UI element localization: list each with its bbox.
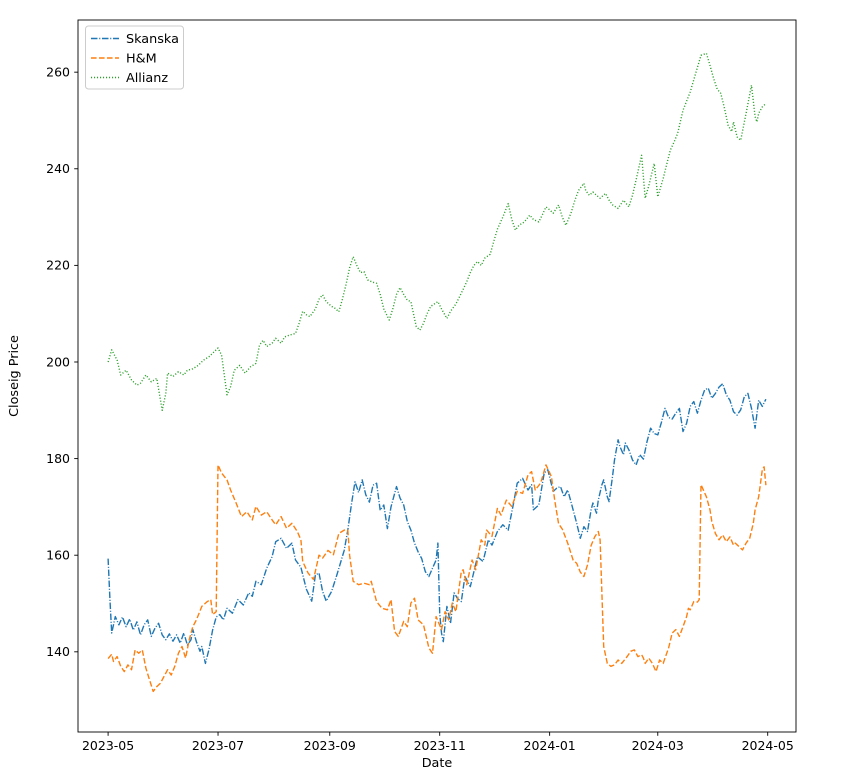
x-tick-label: 2024-01 bbox=[524, 738, 576, 753]
series-line-allianz bbox=[107, 52, 767, 411]
y-tick-label: 180 bbox=[46, 451, 70, 466]
y-tick-label: 200 bbox=[46, 354, 70, 369]
legend-label: Allianz bbox=[126, 71, 168, 86]
y-tick-label: 160 bbox=[46, 548, 70, 563]
legend-box bbox=[85, 25, 184, 90]
x-axis-label: Date bbox=[422, 756, 453, 771]
legend-label: Skanska bbox=[126, 32, 179, 47]
series-line-h-m bbox=[107, 464, 767, 693]
legend-label: H&M bbox=[126, 51, 157, 66]
series-line-skanska bbox=[107, 383, 767, 665]
x-tick-label: 2024-03 bbox=[632, 738, 684, 753]
y-tick-label: 260 bbox=[46, 64, 70, 79]
x-tick-label: 2023-11 bbox=[414, 738, 466, 753]
y-tick-label: 240 bbox=[46, 161, 70, 176]
x-tick-label: 2023-07 bbox=[192, 738, 244, 753]
axes: 2023-05 2023-07 2023-09 2023-11 2024-01 2024-… bbox=[46, 19, 797, 753]
y-tick-label: 220 bbox=[46, 258, 70, 273]
x-tick-label: 2024-05 bbox=[742, 738, 794, 753]
x-tick-label: 2023-09 bbox=[304, 738, 356, 753]
y-tick-label: 140 bbox=[46, 644, 70, 659]
plot-border bbox=[77, 19, 797, 733]
x-tick-label: 2023-05 bbox=[82, 738, 134, 753]
legend: Skanska H&M Allianz bbox=[85, 25, 184, 90]
series-lines bbox=[107, 52, 767, 693]
y-axis-label: Closeig Price bbox=[7, 335, 22, 417]
